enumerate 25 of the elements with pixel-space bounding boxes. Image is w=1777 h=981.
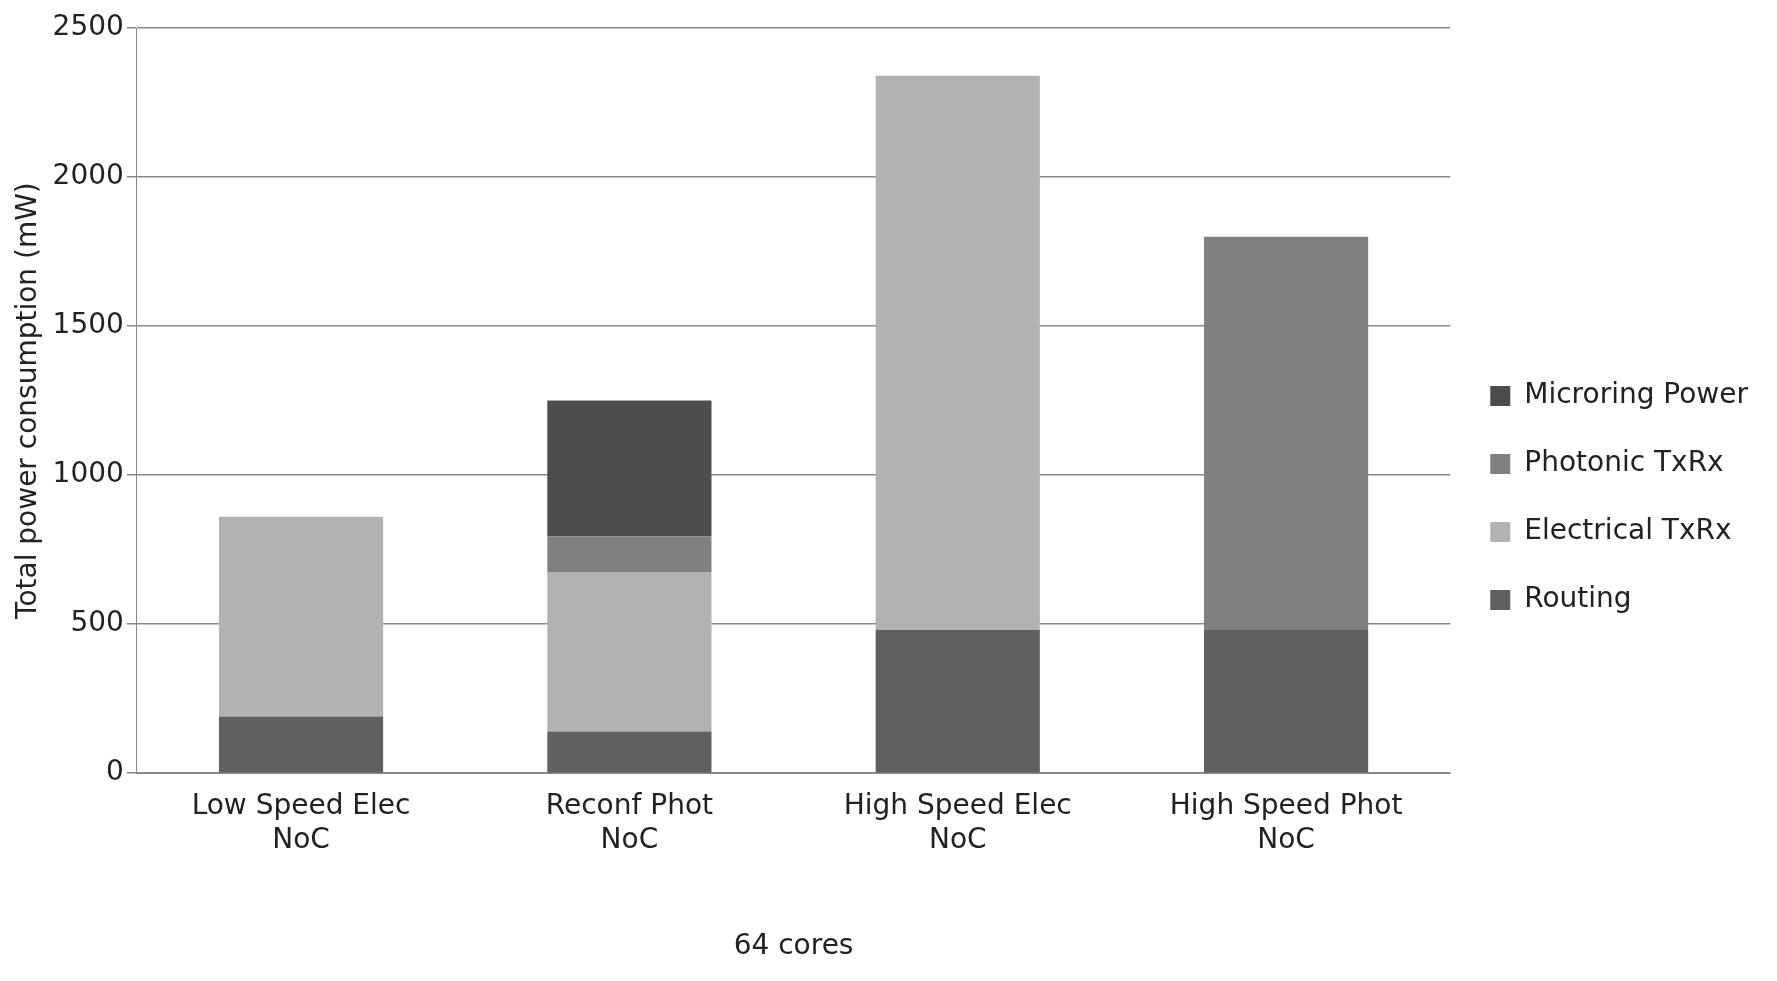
bar	[218, 716, 384, 773]
y-tick-label: 500	[70, 605, 124, 639]
y-tick-label: 1500	[52, 307, 124, 341]
bar	[547, 731, 712, 773]
legend-label: Electrical TxRx	[1524, 513, 1732, 547]
y-tick-label: 2500	[52, 9, 124, 43]
x-tick-label: High Speed Phot NoC	[1169, 788, 1403, 855]
legend-label: Microring Power	[1524, 377, 1749, 411]
bar	[547, 400, 712, 537]
bar	[218, 516, 384, 717]
y-tick-label: 2000	[52, 158, 124, 192]
y-axis-title: Total power consumption (mW)	[10, 182, 44, 620]
x-axis-title: 64 cores	[733, 928, 854, 962]
bar	[1204, 630, 1369, 773]
legend-label: Photonic TxRx	[1524, 445, 1724, 479]
legend-label: Routing	[1524, 581, 1632, 615]
bar	[547, 536, 712, 572]
y-tick-label: 1000	[52, 456, 124, 490]
bar	[875, 75, 1040, 631]
x-tick-label: Low Speed Elec NoC	[191, 788, 411, 855]
y-tick-label: 0	[106, 754, 124, 788]
x-tick-label: Reconf Phot NoC	[545, 788, 713, 855]
x-tick-label: High Speed Elec NoC	[843, 788, 1072, 855]
bar	[875, 630, 1040, 773]
bar	[547, 572, 712, 732]
